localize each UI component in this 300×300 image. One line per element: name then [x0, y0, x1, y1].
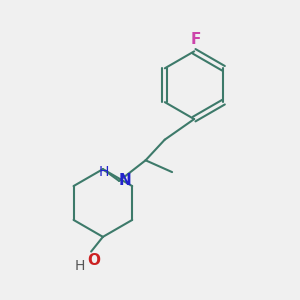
- Text: F: F: [190, 32, 201, 47]
- Text: O: O: [88, 253, 100, 268]
- Text: H: H: [98, 165, 109, 179]
- Text: N: N: [119, 173, 132, 188]
- Text: H: H: [75, 259, 85, 273]
